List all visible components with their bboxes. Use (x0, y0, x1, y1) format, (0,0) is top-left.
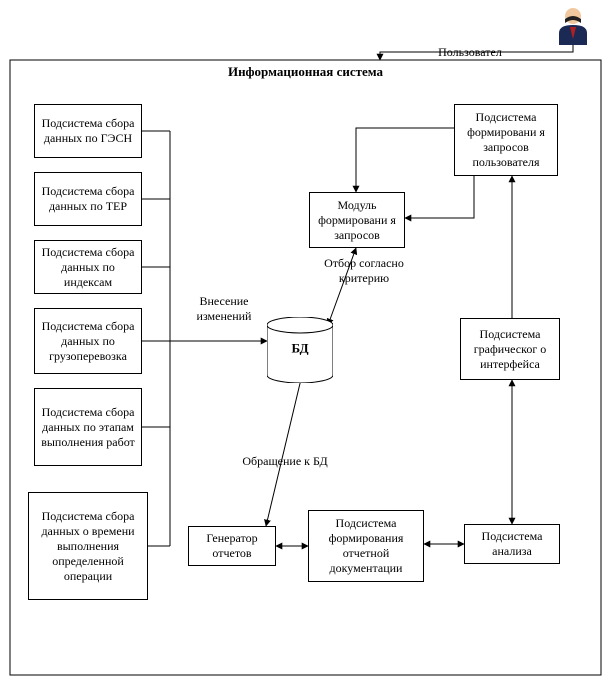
node-gui: Подсистема графическог о интерфейса (460, 318, 560, 380)
node-analysis: Подсистема анализа (464, 524, 560, 564)
node-optime: Подсистема сбора данных о времени выполн… (28, 492, 148, 600)
edge-label-insert: Внесение изменений (184, 294, 264, 324)
node-query-module: Модуль формировани я запросов (309, 192, 405, 248)
node-stages: Подсистема сбора данных по этапам выполн… (34, 388, 142, 466)
user-icon (553, 5, 593, 45)
svg-text:БД: БД (291, 341, 308, 356)
database-icon: БД (267, 317, 333, 383)
user-label: Пользовател (410, 45, 530, 60)
node-report-gen: Генератор отчетов (188, 526, 276, 566)
edge-label-select: Отбор согласно критерию (324, 256, 404, 286)
node-gesn: Подсистема сбора данных по ГЭСН (34, 104, 142, 158)
node-ter: Подсистема сбора данных по ТЕР (34, 172, 142, 226)
system-title: Информационная система (10, 64, 601, 80)
node-index: Подсистема сбора данных по индексам (34, 240, 142, 294)
node-freight: Подсистема сбора данных по грузоперевозк… (34, 308, 142, 374)
node-report-doc: Подсистема формирования отчетной докумен… (308, 510, 424, 582)
node-query-user: Подсистема формировани я запросов пользо… (454, 104, 558, 176)
edge-label-dbcall: Обращение к БД (240, 454, 330, 469)
